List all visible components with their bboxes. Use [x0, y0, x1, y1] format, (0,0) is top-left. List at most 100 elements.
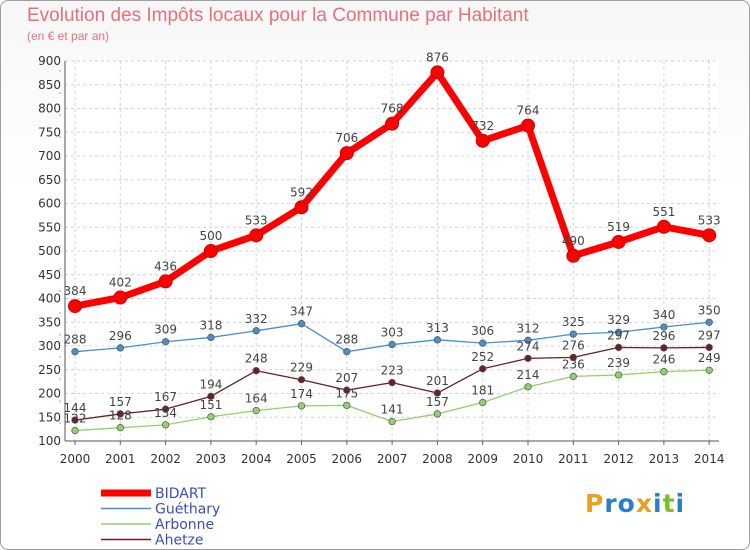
data-point-guethary: [343, 348, 351, 356]
data-label-bidart: 876: [426, 50, 449, 64]
x-tick-label: 2011: [558, 452, 589, 466]
x-tick-label: 2007: [377, 452, 408, 466]
y-tick-label: 900: [38, 54, 61, 68]
data-point-ahetze: [705, 343, 713, 352]
y-tick-label: 500: [38, 244, 61, 258]
data-point-bidart: [385, 116, 400, 131]
data-point-guethary: [388, 340, 396, 349]
y-tick-label: 300: [38, 339, 61, 353]
data-label-arbonne: 128: [109, 409, 132, 423]
data-label-ahetze: 207: [335, 371, 358, 385]
data-label-ahetze: 276: [562, 338, 585, 352]
y-tick-label: 600: [38, 197, 61, 211]
data-label-arbonne: 174: [290, 387, 313, 401]
data-label-arbonne: 164: [245, 392, 268, 406]
data-point-ahetze: [161, 405, 170, 413]
x-tick-label: 2002: [150, 452, 181, 466]
data-label-bidart: 500: [199, 229, 222, 243]
data-label-bidart: 768: [381, 102, 404, 116]
legend-label-arbonne: Arbonne: [155, 517, 214, 533]
data-label-arbonne: 122: [64, 412, 87, 426]
chart-subtitle: (en € et par an): [27, 29, 110, 43]
data-label-bidart: 402: [109, 276, 132, 290]
data-point-ahetze: [252, 367, 260, 375]
data-label-bidart: 592: [290, 185, 313, 199]
data-point-ahetze: [479, 365, 487, 373]
data-point-bidart: [656, 219, 671, 234]
x-tick-label: 2005: [286, 452, 317, 466]
legend-label-ahetze: Ahetze: [155, 533, 204, 549]
data-point-arbonne: [207, 413, 215, 421]
data-point-bidart: [339, 146, 354, 161]
x-tick-label: 2000: [60, 452, 91, 466]
data-point-bidart: [158, 274, 173, 289]
data-point-guethary: [614, 328, 623, 336]
logo-letter: i: [675, 489, 686, 518]
data-label-ahetze: 201: [426, 374, 449, 388]
data-point-guethary: [660, 323, 668, 331]
data-label-bidart: 764: [517, 104, 540, 118]
y-tick-label: 100: [38, 434, 61, 448]
data-label-guethary: 350: [698, 303, 721, 317]
data-point-arbonne: [569, 372, 577, 381]
data-label-guethary: 340: [652, 308, 675, 322]
data-point-arbonne: [705, 366, 713, 374]
y-tick-label: 700: [38, 149, 61, 163]
data-label-ahetze: 297: [698, 328, 721, 342]
logo-letter: o: [617, 489, 636, 518]
data-label-ahetze: 167: [154, 390, 177, 404]
data-label-ahetze: 229: [290, 361, 313, 375]
data-point-bidart: [249, 228, 264, 243]
x-tick-label: 2006: [332, 452, 363, 466]
data-point-bidart: [702, 228, 717, 243]
data-point-bidart: [68, 299, 82, 314]
data-point-guethary: [207, 333, 215, 342]
data-label-bidart: 706: [335, 131, 358, 145]
y-tick-label: 750: [38, 125, 61, 139]
data-point-guethary: [524, 336, 532, 344]
data-point-ahetze: [71, 416, 79, 424]
data-label-arbonne: 134: [154, 406, 177, 420]
data-label-guethary: 313: [426, 321, 449, 335]
chart-title: Evolution des Impôts locaux pour la Comm…: [27, 5, 529, 26]
data-label-guethary: 288: [64, 333, 87, 347]
x-tick-label: 2008: [422, 452, 453, 466]
data-label-arbonne: 181: [471, 384, 494, 398]
data-label-guethary: 288: [335, 333, 358, 347]
legend-label-bidart: BIDART: [155, 486, 207, 502]
data-point-arbonne: [479, 398, 487, 407]
data-label-arbonne: 246: [652, 353, 675, 367]
data-point-arbonne: [433, 410, 442, 418]
data-label-guethary: 303: [381, 326, 404, 340]
data-label-guethary: 306: [471, 324, 494, 338]
data-label-bidart: 533: [698, 213, 721, 227]
data-point-guethary: [705, 318, 713, 326]
data-label-ahetze: 194: [199, 377, 222, 391]
data-point-ahetze: [569, 353, 577, 362]
data-point-arbonne: [343, 401, 351, 410]
logo-letter: x: [635, 489, 653, 518]
data-point-bidart: [611, 234, 626, 249]
logo-letter: r: [604, 489, 618, 518]
data-label-ahetze: 248: [245, 352, 268, 366]
data-label-bidart: 732: [471, 119, 494, 133]
data-label-bidart: 436: [154, 259, 177, 273]
data-point-guethary: [161, 338, 170, 346]
data-label-bidart: 490: [562, 234, 585, 248]
y-tick-label: 400: [38, 292, 61, 306]
data-label-ahetze: 296: [652, 329, 675, 343]
x-tick-label: 2013: [649, 452, 680, 466]
data-point-bidart: [113, 290, 128, 305]
data-point-arbonne: [71, 426, 79, 435]
data-label-bidart: 551: [652, 205, 675, 219]
data-label-guethary: 325: [562, 315, 585, 329]
data-point-arbonne: [161, 421, 170, 429]
legend-label-guethary: Guéthary: [155, 502, 220, 518]
data-label-ahetze: 223: [381, 364, 404, 378]
data-label-bidart: 533: [245, 213, 268, 227]
data-point-guethary: [116, 344, 124, 352]
data-point-guethary: [479, 339, 487, 347]
proxiti-logo: Proxiti: [585, 489, 685, 518]
data-label-guethary: 296: [109, 329, 132, 343]
